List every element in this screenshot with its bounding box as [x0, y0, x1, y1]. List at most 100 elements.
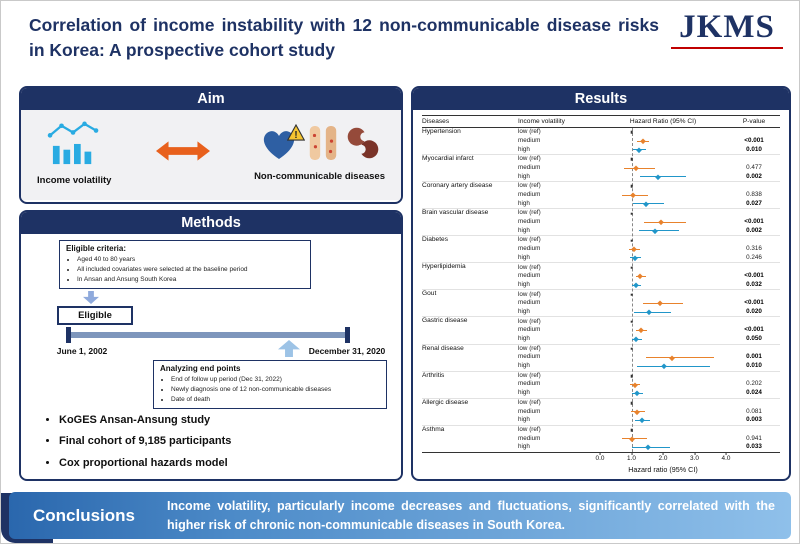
x-axis-label: Hazard ratio (95% CI) [628, 464, 698, 474]
p-value-cell: 0.024 [746, 389, 762, 397]
forest-row: Diabetes low (ref) [422, 235, 780, 245]
hr-marker [634, 409, 640, 415]
ref-marker [630, 374, 633, 378]
volatility-level-cell: medium [518, 272, 541, 280]
hr-plot-cell [600, 245, 726, 254]
forest-row: medium 0.477 [422, 164, 780, 173]
forest-row: medium 0.941 [422, 434, 780, 443]
ci-line [643, 302, 683, 304]
hr-marker [630, 192, 636, 198]
hr-marker [643, 201, 649, 207]
ci-line [633, 203, 665, 205]
eligible-criteria-box: Eligible criteria: Aged 40 to 80 yearsAl… [59, 240, 311, 290]
ref-marker [630, 185, 633, 188]
disease-name-cell: Hyperlipidemia [422, 263, 466, 271]
p-value-cell: <0.001 [744, 272, 764, 280]
ci-line [633, 311, 671, 313]
volatility-level-cell: high [518, 362, 530, 370]
hr-marker [639, 138, 646, 144]
list-item: Final cohort of 9,185 participants [59, 431, 231, 452]
axis-tick-label: 4.0 [721, 452, 731, 462]
hr-plot-cell [600, 380, 726, 389]
col-header-pvalue: P-value [742, 118, 766, 125]
forest-row: Allergic disease low (ref) [422, 397, 780, 408]
volatility-level-cell: high [518, 199, 530, 207]
volatility-level-cell: medium [518, 434, 541, 442]
p-value-cell: 0.003 [746, 416, 762, 424]
axis-tick-label: 1.0 [627, 452, 636, 462]
list-item: End of follow up period (Dec 31, 2022) [171, 375, 380, 385]
ref-marker [630, 266, 633, 269]
diseases-group: ! [254, 123, 385, 182]
disease-name-cell: Brain vascular disease [422, 209, 489, 217]
disease-name-cell: Asthma [422, 425, 445, 433]
end-points-list: End of follow up period (Dec 31, 2022)Ne… [171, 375, 380, 404]
p-value-cell: 0.838 [746, 191, 762, 198]
disease-name-cell: Coronary artery disease [422, 182, 493, 190]
hr-plot-cell [600, 317, 726, 326]
hr-marker [661, 363, 667, 369]
hr-marker [669, 354, 675, 361]
forest-row: high 0.033 [422, 443, 780, 452]
hr-marker [633, 282, 639, 288]
eligible-box: Eligible [57, 306, 133, 325]
hr-plot-cell [600, 172, 726, 181]
timeline-start-date: June 1, 2002 [56, 346, 108, 356]
p-value-cell: 0.033 [746, 443, 762, 451]
hr-marker [639, 417, 645, 423]
hr-plot-cell [600, 362, 726, 371]
forest-row: medium 0.316 [422, 245, 780, 254]
hr-plot-cell [600, 407, 726, 416]
disease-name-cell: Gout [422, 290, 437, 298]
p-value-cell: 0.027 [746, 199, 762, 207]
p-value-cell: <0.001 [744, 218, 764, 226]
ref-marker [630, 320, 633, 324]
heart-icon: ! [259, 123, 305, 166]
forest-row: medium 0.081 [422, 407, 780, 416]
eligible-criteria-title: Eligible criteria: [66, 244, 127, 253]
hr-plot-cell [600, 227, 726, 236]
list-item: KoGES Ansan-Ansung study [59, 410, 231, 431]
axis-tick-label: 0.0 [595, 452, 605, 462]
forest-row: high 0.003 [422, 416, 780, 425]
p-value-cell: 0.010 [746, 145, 762, 153]
hr-plot-cell [600, 443, 726, 452]
double-arrow-icon [155, 140, 210, 167]
forest-rows: Hypertension low (ref) medium <0.001 high 0.0… [422, 128, 780, 453]
income-volatility-label: Income volatility [37, 175, 112, 186]
p-value-cell: 0.081 [746, 407, 762, 415]
hr-marker [637, 273, 643, 279]
timeline-end-cap [345, 327, 350, 343]
hr-plot-cell [600, 272, 726, 281]
list-item: Newly diagnosis one of 12 non-communicab… [171, 385, 380, 395]
hr-plot-cell [600, 299, 726, 308]
forest-plot: Diseases Income volatility Hazard Ratio … [413, 110, 789, 479]
volatility-level-cell: medium [518, 218, 541, 226]
warning-icon: ! [286, 123, 305, 146]
volatility-level-cell: high [518, 307, 530, 315]
hr-plot-cell [600, 200, 726, 209]
ci-line [632, 446, 670, 448]
hr-marker [657, 300, 663, 306]
forest-row: Hyperlipidemia low (ref) [422, 262, 780, 272]
methods-panel: Methods Eligible criteria: Aged 40 to 80… [19, 210, 403, 481]
page-title: Correlation of income instability with 1… [29, 15, 659, 60]
skin-icon [306, 124, 340, 167]
conclusions-title: Conclusions [32, 505, 135, 525]
volatility-level-cell: low (ref) [518, 317, 541, 325]
ci-line [639, 176, 686, 178]
income-volatility-group: Income volatility [37, 120, 111, 186]
volatility-level-cell: high [518, 389, 530, 397]
hr-plot-cell [600, 236, 726, 245]
col-header-diseases: Diseases [422, 118, 450, 125]
volatility-level-cell: low (ref) [518, 128, 541, 136]
p-value-cell: 0.002 [746, 226, 762, 234]
volatility-level-cell: medium [518, 380, 541, 388]
forest-row: Hypertension low (ref) [422, 128, 780, 137]
ref-marker [630, 158, 633, 161]
volatility-level-cell: high [518, 416, 530, 424]
hr-plot-cell [600, 137, 726, 146]
disease-name-cell: Myocardial infarct [422, 155, 474, 163]
forest-row: high 0.002 [422, 172, 780, 181]
forest-row: high 0.010 [422, 145, 780, 154]
